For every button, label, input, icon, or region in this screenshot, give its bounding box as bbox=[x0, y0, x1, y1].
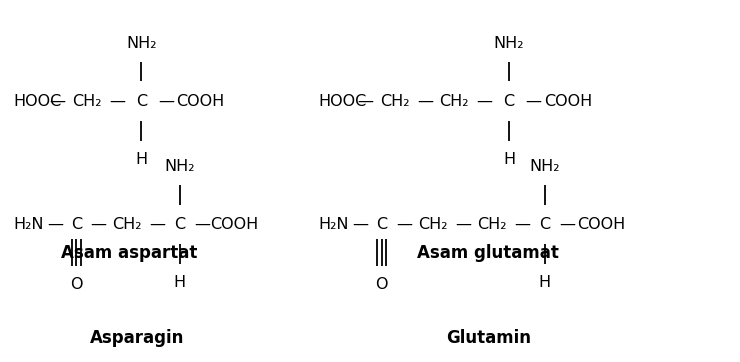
Text: Asam aspartat: Asam aspartat bbox=[61, 244, 198, 262]
Text: COOH: COOH bbox=[175, 94, 224, 109]
Text: —: — bbox=[396, 217, 412, 232]
Text: Asam glutamat: Asam glutamat bbox=[417, 244, 559, 262]
Text: —: — bbox=[477, 94, 493, 109]
Text: H: H bbox=[135, 152, 147, 167]
Text: —: — bbox=[50, 94, 66, 109]
Text: —: — bbox=[559, 217, 575, 232]
Text: NH₂: NH₂ bbox=[494, 36, 525, 51]
Text: —: — bbox=[357, 94, 373, 109]
Text: H: H bbox=[539, 275, 551, 290]
Text: NH₂: NH₂ bbox=[164, 159, 195, 174]
Text: C: C bbox=[539, 217, 551, 232]
Text: C: C bbox=[503, 94, 515, 109]
Text: CH₂: CH₂ bbox=[440, 94, 469, 109]
Text: —: — bbox=[417, 94, 433, 109]
Text: COOH: COOH bbox=[210, 217, 259, 232]
Text: HOOC: HOOC bbox=[318, 94, 366, 109]
Text: —: — bbox=[149, 217, 166, 232]
Text: —: — bbox=[194, 217, 210, 232]
Text: —: — bbox=[90, 217, 107, 232]
Text: C: C bbox=[70, 217, 82, 232]
Text: NH₂: NH₂ bbox=[529, 159, 560, 174]
Text: CH₂: CH₂ bbox=[380, 94, 409, 109]
Text: CH₂: CH₂ bbox=[72, 94, 101, 109]
Text: COOH: COOH bbox=[576, 217, 625, 232]
Text: —: — bbox=[525, 94, 542, 109]
Text: O: O bbox=[70, 277, 82, 292]
Text: H₂N: H₂N bbox=[13, 217, 44, 232]
Text: COOH: COOH bbox=[544, 94, 593, 109]
Text: —: — bbox=[455, 217, 471, 232]
Text: H₂N: H₂N bbox=[318, 217, 349, 232]
Text: NH₂: NH₂ bbox=[126, 36, 157, 51]
Text: Asparagin: Asparagin bbox=[90, 329, 184, 348]
Text: HOOC: HOOC bbox=[13, 94, 61, 109]
Text: —: — bbox=[352, 217, 369, 232]
Text: —: — bbox=[158, 94, 174, 109]
Text: C: C bbox=[135, 94, 147, 109]
Text: C: C bbox=[376, 217, 388, 232]
Text: CH₂: CH₂ bbox=[112, 217, 142, 232]
Text: Glutamin: Glutamin bbox=[446, 329, 531, 348]
Text: H: H bbox=[503, 152, 515, 167]
Text: —: — bbox=[47, 217, 63, 232]
Text: H: H bbox=[174, 275, 186, 290]
Text: —: — bbox=[514, 217, 531, 232]
Text: O: O bbox=[376, 277, 388, 292]
Text: CH₂: CH₂ bbox=[418, 217, 448, 232]
Text: C: C bbox=[174, 217, 186, 232]
Text: CH₂: CH₂ bbox=[477, 217, 507, 232]
Text: —: — bbox=[109, 94, 125, 109]
